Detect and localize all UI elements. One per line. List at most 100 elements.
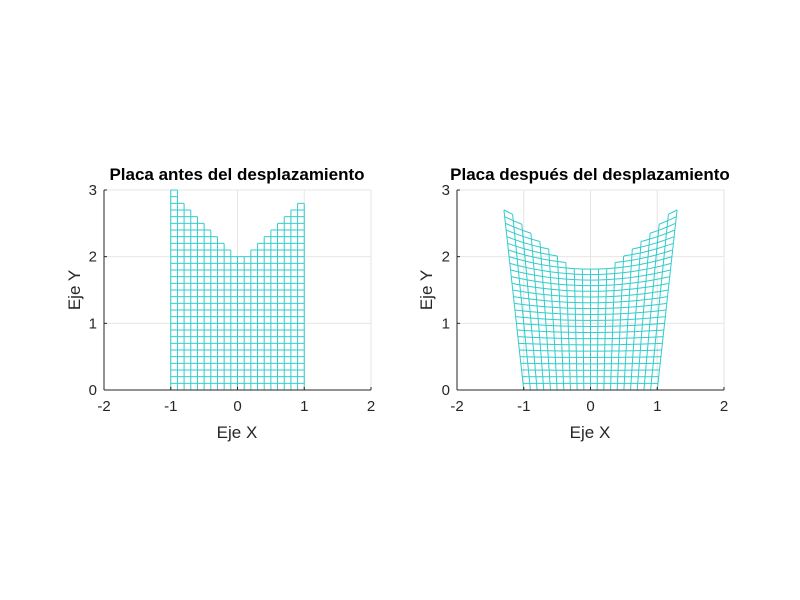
mesh-line-horizontal	[516, 252, 525, 256]
mesh-line-horizontal	[544, 306, 553, 308]
left-axes	[103, 189, 372, 391]
mesh-line-horizontal	[508, 256, 518, 260]
mesh-line-vertical	[565, 262, 571, 391]
mesh-line-horizontal	[516, 322, 524, 325]
mesh-line-horizontal	[663, 262, 672, 266]
mesh-line-horizontal	[664, 242, 674, 247]
mesh-line-horizontal	[517, 258, 526, 262]
mesh-line-horizontal	[542, 281, 551, 284]
mesh-line-horizontal	[522, 229, 532, 234]
mesh-line-horizontal	[646, 266, 656, 270]
mesh-line-horizontal	[629, 293, 638, 296]
y-tick-label: 2	[89, 249, 97, 266]
mesh-line-horizontal	[628, 306, 637, 308]
mesh-line-horizontal	[631, 264, 640, 267]
mesh-line-horizontal	[536, 299, 545, 302]
mesh-line-horizontal	[523, 323, 532, 325]
mesh-line-horizontal	[533, 262, 542, 266]
mesh-line-horizontal	[506, 236, 516, 241]
mesh-line-horizontal	[514, 309, 523, 312]
mesh-line-horizontal	[660, 289, 669, 292]
mesh-line-vertical	[503, 209, 525, 391]
mesh-line-horizontal	[647, 260, 656, 264]
mesh-line-horizontal	[519, 284, 528, 287]
mesh-line-horizontal	[653, 284, 662, 287]
mesh-line-horizontal	[665, 236, 675, 241]
mesh-line-vertical	[650, 214, 669, 391]
mesh-line-vertical	[512, 214, 531, 391]
mesh-line-horizontal	[649, 235, 659, 240]
y-tick-label: 3	[442, 182, 450, 199]
mesh-line-vertical	[530, 233, 545, 391]
mesh-line-horizontal	[621, 294, 630, 297]
mesh-line-horizontal	[658, 226, 668, 231]
mesh-line-vertical	[548, 248, 558, 391]
mesh-line-horizontal	[559, 289, 567, 292]
mesh-line-horizontal	[653, 277, 662, 281]
mesh-line-horizontal	[631, 258, 640, 261]
x-tick-label: -1	[517, 398, 530, 415]
mesh-line-horizontal	[512, 289, 521, 292]
mesh-line-horizontal	[540, 252, 550, 256]
mesh-line-horizontal	[528, 298, 537, 301]
mesh-line-horizontal	[531, 238, 541, 242]
mesh-line-horizontal	[511, 276, 520, 279]
mesh-line-horizontal	[614, 272, 623, 275]
mesh-line-horizontal	[518, 271, 527, 275]
mesh-line-horizontal	[558, 277, 567, 280]
mesh-line-horizontal	[645, 279, 654, 282]
mesh-line-horizontal	[636, 299, 645, 302]
mesh-line-horizontal	[649, 229, 659, 234]
mesh-line-horizontal	[515, 316, 524, 318]
mesh-line-horizontal	[527, 279, 536, 282]
mesh-line-horizontal	[515, 239, 524, 244]
mesh-line-horizontal	[536, 293, 544, 295]
mesh-line-horizontal	[655, 258, 664, 262]
mesh-line-horizontal	[532, 256, 542, 260]
mesh-line-horizontal	[606, 273, 615, 275]
mesh-line-horizontal	[667, 216, 677, 222]
mesh-line-horizontal	[550, 271, 559, 274]
mesh-line-horizontal	[530, 317, 539, 320]
mesh-line-horizontal	[646, 273, 655, 276]
mesh-line-horizontal	[566, 273, 575, 275]
mesh-line-horizontal	[638, 268, 648, 272]
mesh-line-horizontal	[622, 282, 631, 285]
x-tick-label: 1	[300, 398, 308, 415]
right-ylabel: Eje Y	[417, 270, 436, 310]
right-tick-labels: -2 -1 0 1 2 0 1 2 3	[442, 182, 729, 415]
mesh-line-horizontal	[543, 287, 552, 290]
mesh-line-horizontal	[637, 293, 645, 295]
mesh-line-horizontal	[640, 238, 650, 242]
mesh-line-horizontal	[650, 310, 659, 313]
mesh-line-horizontal	[657, 316, 666, 318]
mesh-line-horizontal	[643, 311, 651, 313]
mesh-line-horizontal	[630, 275, 639, 279]
mesh-line-horizontal	[642, 317, 651, 320]
mesh-line-horizontal	[658, 220, 668, 225]
y-tick-label: 2	[442, 249, 450, 266]
mesh-line-horizontal	[541, 264, 550, 267]
mesh-line-horizontal	[549, 259, 558, 263]
mesh-line-horizontal	[666, 229, 676, 234]
mesh-line-vertical	[636, 233, 651, 391]
mesh-line-horizontal	[550, 282, 559, 285]
mesh-line-horizontal	[635, 311, 644, 314]
mesh-line-horizontal	[537, 305, 545, 308]
mesh-line-horizontal	[664, 249, 673, 254]
mesh-line-horizontal	[623, 259, 632, 263]
mesh-line-horizontal	[551, 288, 560, 291]
mesh-line-horizontal	[566, 267, 575, 270]
mesh-line-horizontal	[644, 298, 653, 301]
mesh-line-horizontal	[621, 288, 630, 291]
mesh-line-horizontal	[521, 297, 529, 300]
mesh-line-horizontal	[623, 254, 633, 257]
x-tick-label: 0	[586, 398, 594, 415]
mesh-line-horizontal	[504, 216, 514, 222]
mesh-line-horizontal	[648, 248, 657, 252]
mesh-line-horizontal	[513, 296, 522, 299]
mesh-line-horizontal	[659, 296, 668, 299]
mesh-line-horizontal	[557, 261, 566, 263]
mesh-line-horizontal	[630, 281, 639, 284]
mesh-line-horizontal	[656, 252, 665, 256]
